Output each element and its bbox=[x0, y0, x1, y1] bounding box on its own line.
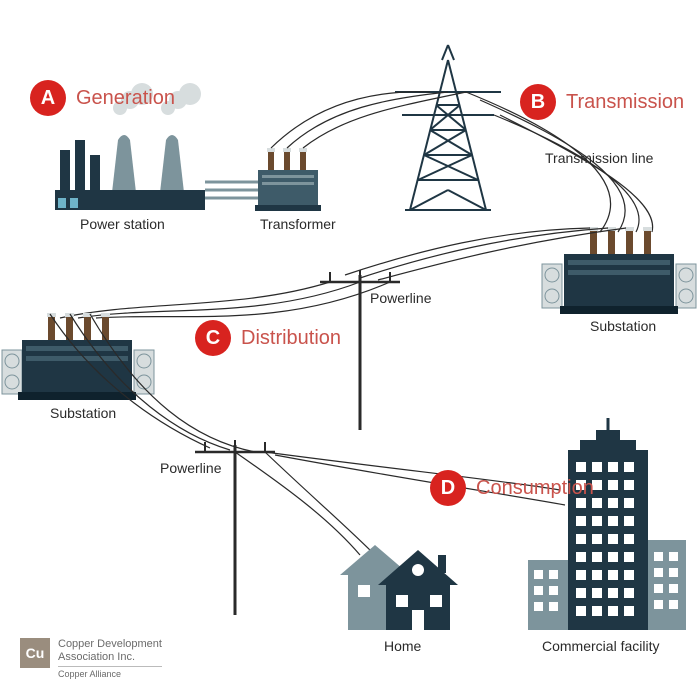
label-transmission-line: Transmission line bbox=[545, 150, 653, 166]
stage-a-letter: A bbox=[30, 80, 66, 116]
stage-b-badge: B Transmission bbox=[520, 84, 684, 120]
stage-c-label: Distribution bbox=[241, 327, 341, 350]
stage-b-label: Transmission bbox=[566, 91, 684, 114]
logo-line1: Copper Development bbox=[58, 638, 162, 651]
transformer-icon bbox=[255, 148, 321, 211]
stage-a-label: Generation bbox=[76, 87, 175, 110]
stage-d-badge: D Consumption bbox=[430, 470, 594, 506]
label-commercial: Commercial facility bbox=[542, 638, 659, 654]
stage-b-letter: B bbox=[520, 84, 556, 120]
substation-icon-right bbox=[542, 227, 696, 314]
commercial-building-icon bbox=[528, 418, 686, 630]
stage-d-label: Consumption bbox=[476, 477, 594, 500]
label-power-station: Power station bbox=[80, 216, 165, 232]
logo-sub: Copper Alliance bbox=[58, 666, 162, 680]
home-icon bbox=[340, 545, 458, 630]
label-substation-2: Substation bbox=[50, 405, 116, 421]
transmission-tower-icon bbox=[395, 45, 501, 210]
stage-d-letter: D bbox=[430, 470, 466, 506]
logo-cu-square: Cu bbox=[20, 638, 50, 668]
label-transformer: Transformer bbox=[260, 216, 336, 232]
copper-alliance-logo: Cu Copper Development Association Inc. C… bbox=[20, 638, 162, 680]
label-powerline-2: Powerline bbox=[160, 460, 221, 476]
logo-line2: Association Inc. bbox=[58, 651, 162, 664]
label-substation-1: Substation bbox=[590, 318, 656, 334]
stage-a-badge: A Generation bbox=[30, 80, 175, 116]
stage-c-letter: C bbox=[195, 320, 231, 356]
stage-c-badge: C Distribution bbox=[195, 320, 341, 356]
label-home: Home bbox=[384, 638, 421, 654]
label-powerline-1: Powerline bbox=[370, 290, 431, 306]
